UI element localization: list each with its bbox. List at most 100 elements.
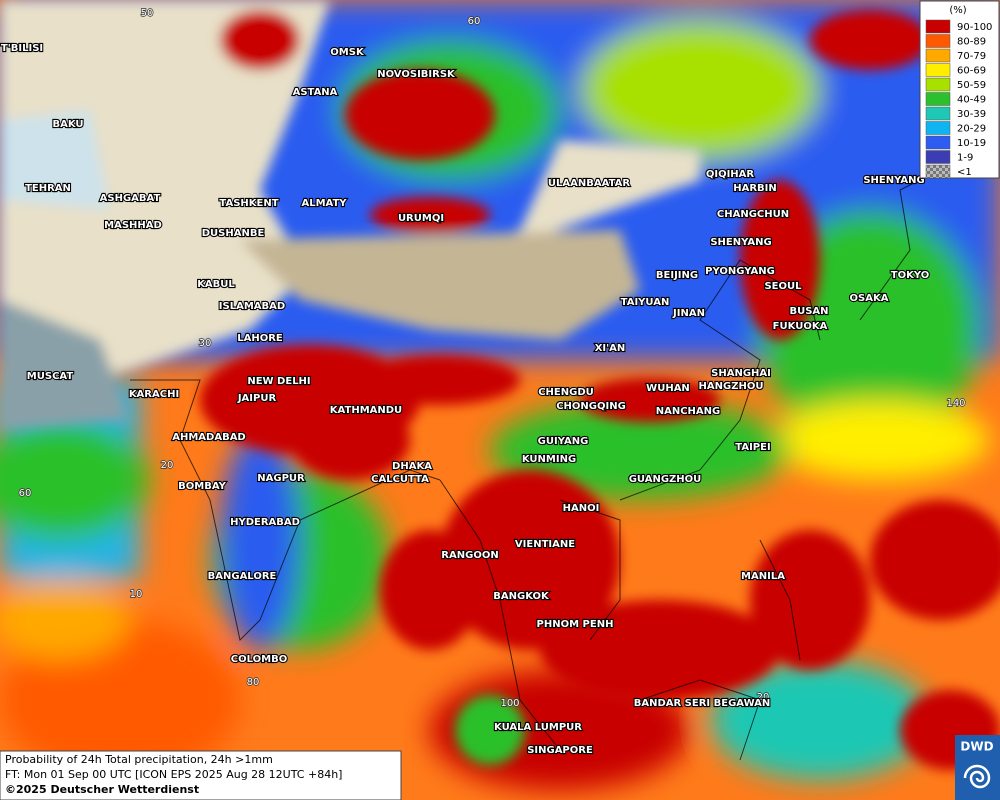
legend-swatch [925, 92, 951, 106]
city-label: HYDERABAD [230, 517, 300, 528]
city-label: LAHORE [237, 333, 283, 344]
city-label: BOMBAY [178, 481, 226, 492]
city-label: TAIPEI [735, 442, 770, 453]
city-label: JINAN [672, 308, 705, 319]
legend-label: <1 [957, 167, 972, 178]
city-label: ASTANA [293, 87, 338, 98]
city-label: NEW DELHI [247, 376, 310, 387]
city-label: DHAKA [392, 461, 432, 472]
footer-line: ©2025 Deutscher Wetterdienst [5, 783, 199, 796]
city-label: WUHAN [646, 383, 690, 394]
city-label: SINGAPORE [527, 745, 593, 756]
legend-swatch [925, 63, 951, 77]
legend-swatch [925, 48, 951, 63]
city-label: DUSHANBE [202, 228, 265, 239]
city-label: SHENYANG [863, 175, 924, 186]
city-label: BANGKOK [493, 591, 550, 602]
city-label: QIQIHAR [706, 169, 755, 180]
city-label: BEIJING [656, 270, 698, 281]
city-label: VIENTIANE [515, 539, 575, 550]
city-label: FUKUOKA [773, 321, 828, 332]
city-label: KUNMING [522, 454, 576, 465]
city-label: ULAANBAATAR [548, 178, 630, 189]
city-label: CALCUTTA [371, 474, 429, 485]
city-label: XI'AN [595, 343, 626, 354]
city-label: TAIYUAN [621, 297, 670, 308]
city-label: COLOMBO [231, 654, 287, 665]
city-label: BANDAR SERI BEGAWAN [634, 698, 771, 709]
city-label: NAGPUR [257, 473, 305, 484]
legend-label: 10-19 [957, 138, 986, 149]
city-label: KARACHI [129, 389, 179, 400]
grid-label: 60 [19, 488, 32, 499]
legend: (%) 90-100 80-89 70-79 60-69 50-59 40-49 30-39… [919, 0, 1000, 179]
city-label: BUSAN [789, 306, 828, 317]
legend-swatch [925, 121, 951, 135]
grid-label: 80 [247, 677, 260, 688]
city-label: BAKU [52, 119, 83, 130]
city-label: OSAKA [850, 293, 889, 304]
city-label: MUSCAT [27, 371, 74, 382]
grid-label: 20 [757, 692, 770, 703]
grid-label: 30 [199, 338, 212, 349]
legend-title: (%) [949, 5, 966, 16]
city-label: CHANGCHUN [717, 209, 789, 220]
logo-box [955, 735, 1000, 800]
grid-label: 20 [161, 460, 174, 471]
city-label: KUALA LUMPUR [494, 722, 582, 733]
city-label: SEOUL [764, 281, 802, 292]
legend-swatch [925, 135, 951, 150]
logo-swirl [963, 764, 991, 789]
city-label: ASHGABAT [100, 193, 161, 204]
grid-labels: 50 60 30 20 140 60 10 80 100 20 [18, 7, 966, 710]
footer-line: FT: Mon 01 Sep 00 UTC [ICON EPS 2025 Aug… [5, 768, 342, 781]
city-label: HARBIN [733, 183, 777, 194]
legend-swatch [925, 106, 951, 121]
footer-box [0, 750, 402, 800]
city-label: CHONGQING [556, 401, 626, 412]
city-label: AHMADABAD [172, 432, 246, 443]
city-label: OMSK [330, 47, 365, 58]
legend-swatch [925, 164, 951, 179]
footer: Probability of 24h Total precipitation, … [0, 750, 402, 800]
city-label: SHANGHAI [711, 368, 771, 379]
city-label: TASHKENT [219, 198, 278, 209]
legend-swatch [925, 34, 951, 48]
city-label: TEHRAN [25, 183, 71, 194]
legend-swatch [925, 77, 951, 92]
grid-label: 100 [500, 698, 519, 709]
legend-label: 60-69 [957, 66, 986, 77]
footer-line: Probability of 24h Total precipitation, … [5, 753, 273, 766]
legend-swatch [925, 19, 951, 34]
city-label: TOKYO [891, 270, 929, 281]
legend-label: 70-79 [957, 51, 986, 62]
grid-label: 50 [141, 8, 154, 19]
city-label: RANGOON [441, 550, 498, 561]
city-label: PYONGYANG [705, 266, 775, 277]
city-labels: OMSK NOVOSIBIRSK ASTANA T'BILISI BAKU TE… [0, 42, 930, 757]
city-label: NANCHANG [656, 406, 721, 417]
city-label: URUMQI [398, 213, 444, 224]
city-label: JAIPUR [237, 393, 277, 404]
legend-label: 30-39 [957, 109, 986, 120]
city-label: KATHMANDU [330, 405, 402, 416]
grid-label: 10 [130, 589, 143, 600]
city-label: MASHHAD [104, 220, 162, 231]
logo: DWD [955, 735, 1000, 800]
city-label: HANGZHOU [699, 381, 764, 392]
city-label: BANGALORE [208, 571, 277, 582]
city-label: MANILA [741, 571, 785, 582]
city-label: HANOI [563, 503, 600, 514]
city-label: NOVOSIBIRSK [377, 69, 456, 80]
logo-text: DWD [960, 740, 993, 754]
city-label: ISLAMABAD [219, 301, 285, 312]
grid-label: 140 [946, 398, 965, 409]
city-label: SHENYANG [710, 237, 771, 248]
city-label: ALMATY [301, 198, 347, 209]
legend-label: 50-59 [957, 80, 986, 91]
city-label: T'BILISI [1, 43, 43, 54]
city-label: PHNOM PENH [537, 619, 614, 630]
